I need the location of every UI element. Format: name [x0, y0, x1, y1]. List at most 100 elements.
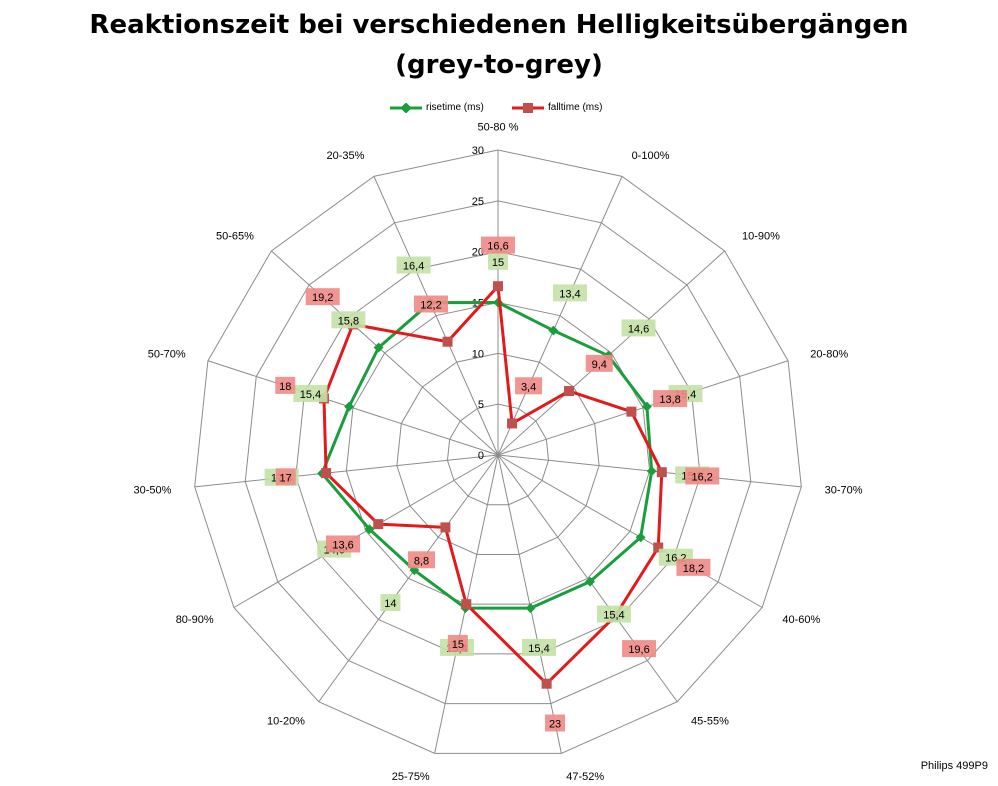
category-label: 0-100%: [632, 150, 670, 162]
falltime-marker: [373, 519, 384, 530]
falltime-label-bg: [275, 468, 296, 486]
falltime-marker: [541, 678, 552, 689]
risetime-label-bg: [488, 252, 508, 270]
risetime-marker: [641, 401, 652, 412]
falltime-data-label: 18: [279, 381, 291, 393]
falltime-marker: [653, 542, 664, 553]
risetime-label-bg: [293, 385, 328, 403]
category-label: 20-80%: [810, 349, 848, 361]
falltime-data-label: 23: [549, 719, 561, 731]
risetime-data-label: 15,8: [338, 315, 359, 327]
falltime-data-label: 15: [452, 639, 464, 651]
falltime-data-label: 12,2: [420, 300, 441, 312]
falltime-marker: [564, 386, 575, 397]
spoke-3: [497, 360, 789, 456]
risetime-label-bg: [331, 311, 366, 329]
grid-ring-25: [244, 200, 752, 705]
legend-falltime-label: falltime (ms): [548, 102, 603, 113]
legend-risetime-swatch: [390, 102, 422, 113]
falltime-data-label: 13,8: [659, 394, 680, 406]
grid-ring-20: [295, 251, 701, 655]
risetime-label-bg: [522, 638, 557, 656]
risetime-marker: [373, 342, 384, 353]
falltime-marker: [656, 467, 667, 478]
risetime-label-bg: [396, 256, 431, 274]
falltime-marker: [442, 336, 453, 347]
risetime-marker: [525, 603, 536, 614]
falltime-label-bg: [545, 714, 566, 732]
falltime-label-bg: [414, 295, 449, 313]
risetime-label-bg: [621, 319, 656, 337]
falltime-label-bg: [676, 558, 711, 576]
falltime-label-bg: [275, 376, 296, 394]
falltime-marker: [440, 522, 451, 533]
legend-falltime-swatch: [512, 102, 544, 113]
falltime-label-bg: [685, 467, 720, 485]
falltime-data-label: 16,6: [487, 241, 508, 253]
spoke-1: [497, 176, 623, 456]
r-tick-label: 10: [472, 348, 484, 360]
falltime-data-label: 16,2: [692, 471, 713, 483]
falltime-data-label: 19,2: [312, 292, 333, 304]
spoke-13: [271, 250, 499, 456]
risetime-label-bg: [596, 605, 631, 623]
falltime-data-label: 18,2: [683, 563, 704, 575]
risetime-data-label: 13,4: [559, 288, 580, 300]
chart-subtitle: (grey-to-grey): [395, 50, 603, 80]
falltime-label-bg: [585, 354, 613, 372]
spoke-14: [373, 176, 499, 456]
falltime-label-bg: [481, 236, 515, 254]
falltime-marker: [493, 281, 503, 292]
legend-item-falltime: falltime (ms): [512, 102, 602, 113]
category-label: 10-20%: [267, 716, 305, 728]
r-tick-label: 20: [472, 247, 484, 259]
grid-ring-30: [194, 149, 802, 754]
risetime-marker: [646, 466, 657, 477]
spoke-12: [207, 360, 499, 456]
risetime-marker: [344, 401, 355, 412]
risetime-data-label: 15,4: [300, 389, 321, 401]
spoke-6: [497, 454, 678, 703]
r-tick-label: 30: [472, 145, 484, 157]
falltime-label-bg: [515, 377, 543, 395]
risetime-data-label: 15: [492, 257, 504, 269]
spoke-9: [318, 454, 499, 703]
risetime-label-bg: [380, 594, 401, 612]
falltime-label-bg: [305, 288, 340, 306]
category-label: 45-55%: [691, 716, 729, 728]
category-label: 30-50%: [133, 484, 171, 496]
risetime-marker: [364, 524, 375, 535]
falltime-marker: [321, 468, 332, 479]
category-label: 20-35%: [327, 150, 365, 162]
category-label: 10-90%: [742, 230, 780, 242]
r-tick-label: 5: [478, 399, 484, 411]
risetime-label-bg: [552, 284, 587, 302]
category-label: 80-90%: [176, 614, 214, 626]
category-label: 30-70%: [825, 484, 863, 496]
falltime-data-label: 19,6: [628, 644, 649, 656]
series-line-1: [322, 284, 664, 686]
falltime-label-bg: [447, 634, 468, 652]
r-tick-label: 0: [478, 450, 484, 462]
category-label: 50-80 %: [478, 122, 519, 134]
falltime-data-label: 13,6: [332, 539, 353, 551]
risetime-data-label: 14,6: [628, 323, 649, 335]
falltime-marker: [461, 599, 472, 610]
category-label: 25-75%: [392, 771, 430, 783]
category-label: 50-65%: [216, 230, 254, 242]
falltime-marker: [507, 418, 518, 429]
risetime-data-label: 14: [384, 598, 396, 610]
risetime-marker: [635, 532, 646, 543]
risetime-marker: [548, 325, 559, 336]
falltime-marker: [626, 406, 637, 417]
spoke-2: [497, 250, 725, 456]
risetime-data-label: 15,4: [528, 643, 549, 655]
legend-risetime-label: risetime (ms): [426, 102, 484, 113]
grid-ring-5: [446, 403, 550, 506]
falltime-label-bg: [408, 551, 436, 569]
risetime-data-label: 16,4: [403, 261, 424, 273]
spoke-11: [194, 454, 499, 488]
category-label: 50-70%: [148, 349, 186, 361]
falltime-data-label: 9,4: [592, 359, 607, 371]
